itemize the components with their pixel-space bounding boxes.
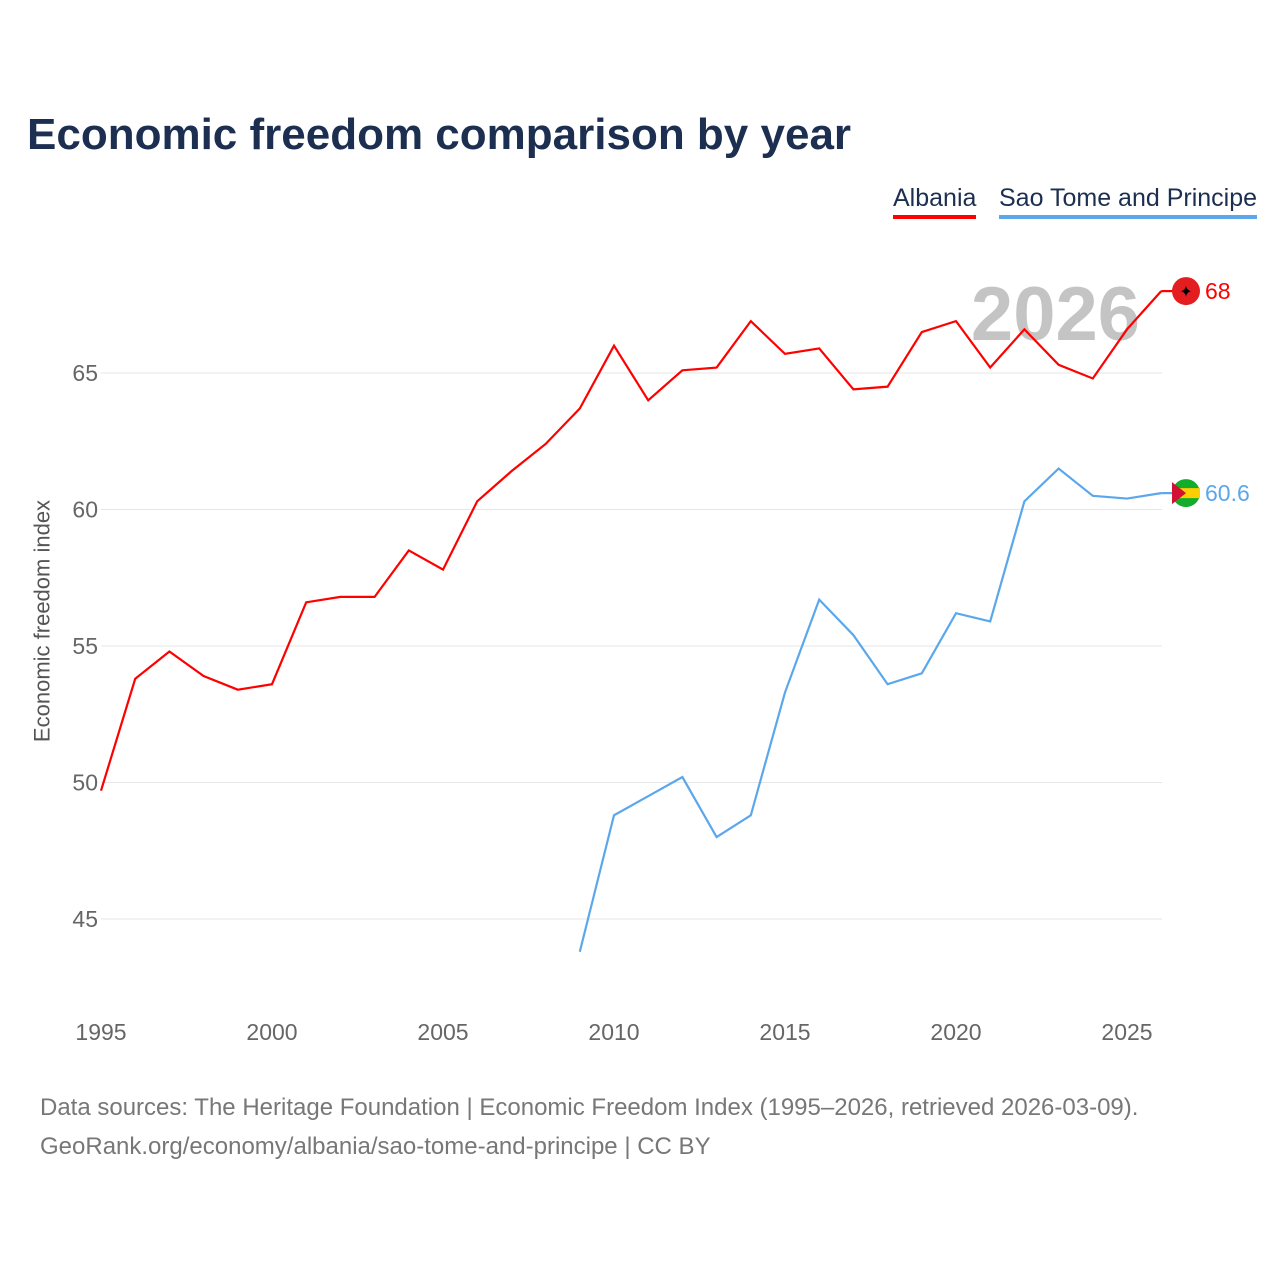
series-line-sao-tome	[578, 467, 1162, 953]
source-line-1: Data sources: The Heritage Foundation | …	[40, 1094, 1139, 1121]
flag-triangle	[1172, 482, 1186, 505]
x-tick-label: 2005	[417, 1019, 468, 1045]
x-tick-label: 2010	[588, 1019, 639, 1045]
end-value-label: 60.6	[1205, 480, 1250, 506]
source-note: Data sources: The Heritage Foundation | …	[40, 1088, 1138, 1166]
source-line-2[interactable]: GeoRank.org/economy/albania/sao-tome-and…	[40, 1133, 711, 1160]
x-tick-label: 2020	[930, 1019, 981, 1045]
x-tick-label: 1995	[75, 1019, 126, 1045]
y-tick-label: 50	[72, 770, 98, 796]
x-tick-label: 2000	[246, 1019, 297, 1045]
chart-title: Economic freedom comparison by year	[27, 110, 852, 159]
watermark-year: 2026	[971, 272, 1140, 357]
series-line-albania	[99, 290, 1163, 792]
y-tick-label: 60	[72, 497, 98, 523]
albania-flag-icon	[1172, 277, 1200, 306]
legend-albania[interactable]: Albania	[893, 184, 977, 219]
end-value-label: 68	[1205, 278, 1231, 304]
y-tick-label: 55	[72, 633, 98, 659]
y-tick-label: 65	[72, 360, 98, 386]
x-tick-label: 2015	[759, 1019, 810, 1045]
legend-sao-tome[interactable]: Sao Tome and Principe	[999, 184, 1258, 219]
albania-eagle-icon: ✦	[1179, 284, 1192, 301]
x-tick-label: 2025	[1101, 1019, 1152, 1045]
y-tick-label: 45	[72, 906, 98, 932]
